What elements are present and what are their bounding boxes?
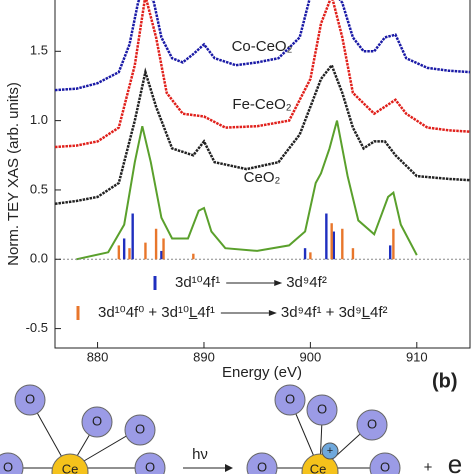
photon-label: hν xyxy=(192,446,208,463)
legend-from: 3d¹⁰4f⁰ + 3d¹⁰L̲4f¹ xyxy=(98,304,215,321)
atom-label: O xyxy=(317,401,327,416)
atom-label: O xyxy=(285,391,295,406)
arrow-head xyxy=(225,464,233,472)
atom xyxy=(274,384,306,416)
legend-swatch xyxy=(153,276,157,290)
plot-area xyxy=(55,0,470,261)
x-tick-label: 890 xyxy=(193,349,215,364)
legend-arrow-head xyxy=(274,280,283,286)
diagram: (b) O O O O Ce O hν O O O O Ce O xyxy=(0,370,462,474)
legend-to: 3d⁹4f¹ + 3d⁹L̲4f² xyxy=(281,304,388,321)
atom-label: O xyxy=(380,459,390,474)
data-line xyxy=(55,0,470,92)
stick xyxy=(351,248,355,260)
atom xyxy=(369,452,401,474)
x-axis-label: Energy (eV) xyxy=(222,364,302,381)
plot-frame xyxy=(54,0,471,349)
stick xyxy=(341,228,344,260)
x-tick-label: 880 xyxy=(87,349,109,364)
y-tick-label: 1.0 xyxy=(30,112,48,127)
atom-label: O xyxy=(145,459,155,474)
stick xyxy=(388,245,392,260)
atom xyxy=(14,384,46,416)
data-line xyxy=(55,0,470,149)
legend-swatch xyxy=(76,306,80,320)
y-tick-label: 1.5 xyxy=(30,43,48,58)
stick xyxy=(192,253,195,260)
atom-label: O xyxy=(92,413,102,428)
atom xyxy=(0,452,24,474)
hole xyxy=(321,442,339,460)
hole-label: + xyxy=(327,445,333,457)
legend-arrow-head xyxy=(268,310,277,316)
atom-label: O xyxy=(3,459,13,474)
atom-label: Ce xyxy=(62,461,79,474)
atom xyxy=(124,414,156,446)
stick xyxy=(128,248,131,260)
atom xyxy=(51,453,89,474)
series-label: CeO₂ xyxy=(244,169,281,186)
series-label: Fe-CeO₂ xyxy=(232,96,291,113)
y-axis-label: Norm. TEY XAS (arb. units) xyxy=(5,82,22,266)
atom-label: O xyxy=(25,391,35,406)
y-tick-label: 0.0 xyxy=(30,251,48,266)
stick xyxy=(117,245,121,260)
x-tick-label: 910 xyxy=(406,349,428,364)
panel-label: (b) xyxy=(432,370,458,392)
atom xyxy=(246,452,278,474)
stick xyxy=(162,238,165,260)
stick xyxy=(122,238,126,260)
atom xyxy=(81,406,113,438)
stick xyxy=(332,231,335,260)
stick xyxy=(303,248,307,260)
stick xyxy=(154,228,158,260)
legend-to: 3d⁹4f² xyxy=(286,274,327,291)
stick xyxy=(131,213,134,260)
electron-label: e xyxy=(448,449,462,474)
data-line xyxy=(55,62,470,206)
atom xyxy=(134,452,166,474)
atom-label: O xyxy=(367,416,377,431)
stick xyxy=(325,213,328,260)
atom-label: O xyxy=(257,459,267,474)
stick xyxy=(160,250,163,260)
stick xyxy=(330,223,333,260)
atom-label: O xyxy=(135,421,145,436)
stick xyxy=(392,228,395,260)
atom xyxy=(356,409,388,441)
y-tick-label: 0.5 xyxy=(30,181,48,196)
stick xyxy=(309,252,312,260)
plus: + xyxy=(424,459,433,474)
atom xyxy=(306,394,338,426)
legend-from: 3d¹⁰4f¹ xyxy=(175,274,220,291)
series-label: Co-CeO₂ xyxy=(232,38,293,55)
simulation-line xyxy=(76,120,418,261)
atom-label: Ce xyxy=(310,461,327,474)
y-tick-label: -0.5 xyxy=(26,320,48,335)
stick xyxy=(144,242,147,260)
x-tick-label: 900 xyxy=(300,349,322,364)
